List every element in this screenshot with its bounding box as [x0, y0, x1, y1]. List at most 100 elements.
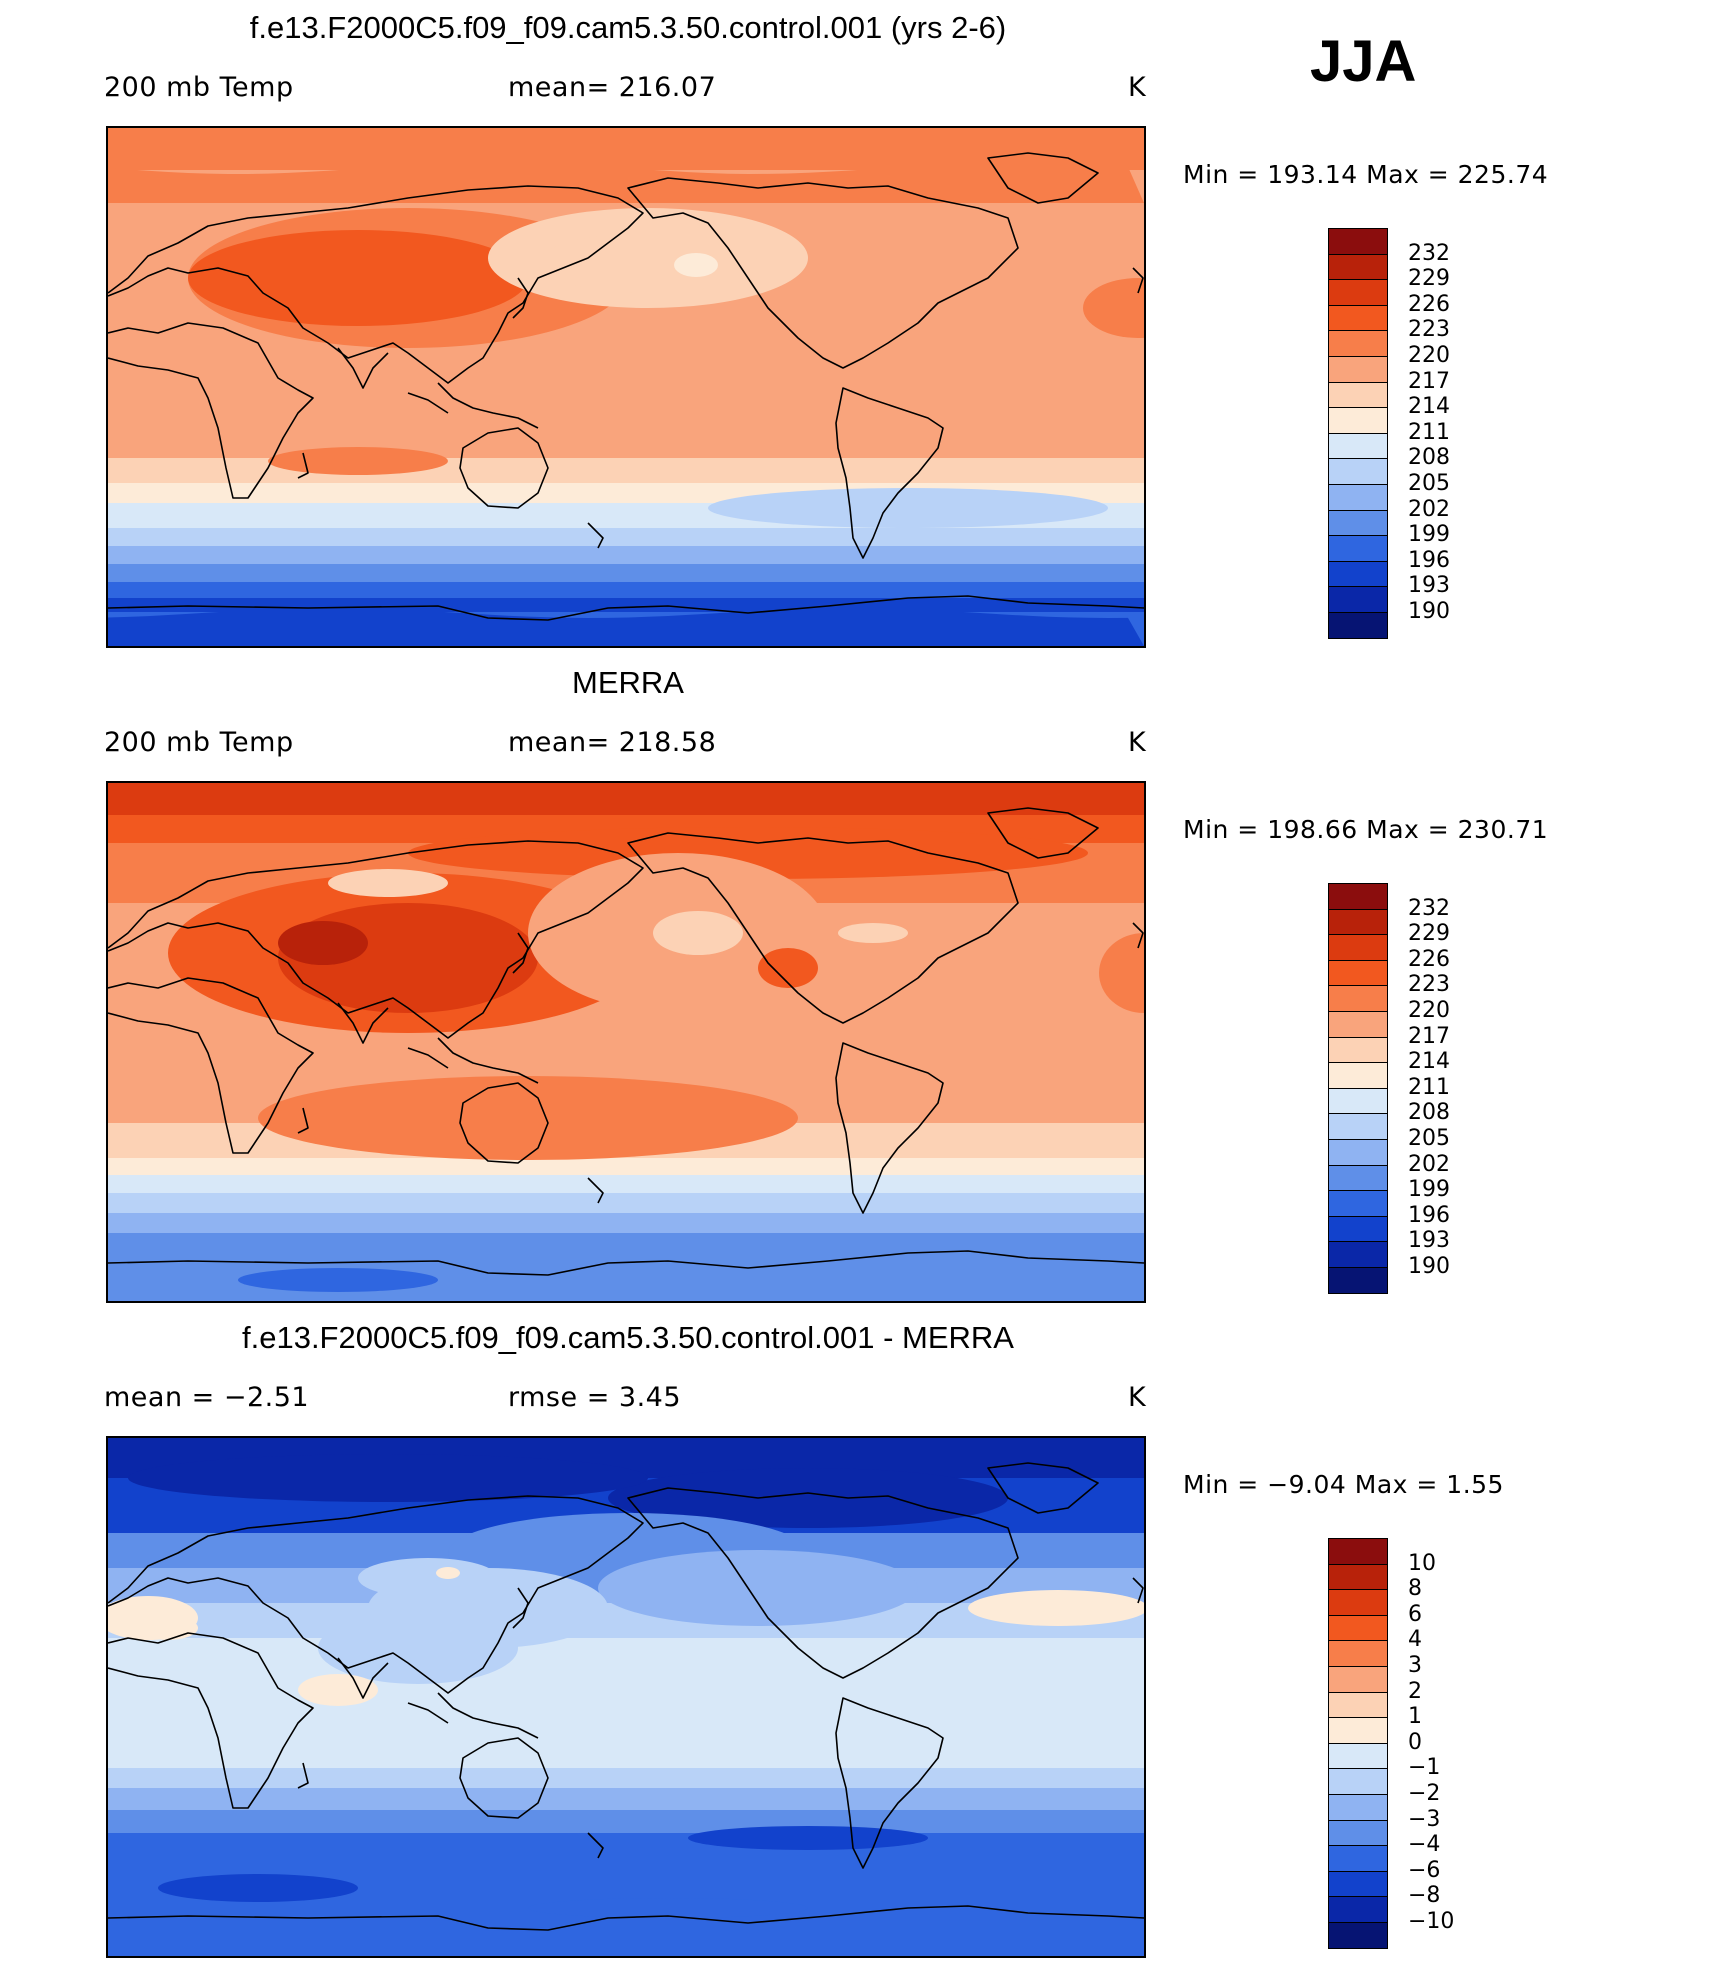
colorbar-tick-label: 6 — [1408, 1601, 1422, 1627]
coastline — [437, 382, 539, 429]
min-max-label: Min = 198.66 Max = 230.71 — [1183, 815, 1549, 844]
contour-band — [108, 783, 1144, 815]
coastline — [512, 932, 529, 974]
coastline — [437, 1037, 539, 1084]
coastline — [587, 522, 604, 549]
panel-title: MERRA — [572, 665, 684, 700]
coastline — [459, 1082, 549, 1164]
colorbar-tick-label: 208 — [1408, 445, 1450, 471]
coastline — [108, 322, 314, 499]
contour-blob — [598, 1550, 918, 1626]
colorbar-tick-label: 220 — [1408, 998, 1450, 1023]
colorbar-segment — [1328, 1614, 1388, 1642]
colorbar-segment — [1328, 484, 1388, 511]
colorbar-segment — [1328, 586, 1388, 613]
coastline — [627, 177, 1019, 369]
colorbar-tick-label: 196 — [1408, 1202, 1450, 1228]
colorbar-segment — [1328, 1896, 1388, 1923]
colorbar-segment — [1328, 381, 1388, 409]
colorbar-segment — [1328, 1640, 1388, 1667]
mean-label: mean= 218.58 — [508, 727, 717, 758]
contour-blob — [674, 253, 718, 277]
colorbar-segment — [1328, 612, 1388, 639]
contour-blob — [188, 230, 528, 326]
contour-band — [108, 1175, 1144, 1193]
colorbar-tick-label: −10 — [1408, 1909, 1455, 1934]
panel-difference: f.e13.F2000C5.f09_f09.cam5.3.50.control.… — [0, 1310, 1710, 1965]
colorbar-segment — [1328, 1215, 1388, 1243]
colorbar-segment — [1328, 883, 1388, 910]
colorbar-segment — [1328, 1691, 1388, 1719]
contour-band — [108, 1213, 1144, 1233]
coastline — [108, 840, 644, 1039]
map-model — [106, 126, 1146, 648]
coastline — [337, 347, 389, 389]
colorbar-segment — [1328, 934, 1388, 961]
coastline — [437, 1692, 539, 1739]
colorbar-segment — [1328, 1870, 1388, 1898]
min-max-label: Min = −9.04 Max = 1.55 — [1183, 1470, 1504, 1499]
coastline — [108, 1905, 1144, 1931]
colorbar-tick-label: 8 — [1408, 1576, 1422, 1602]
colorbar-segment — [1328, 1087, 1388, 1115]
colorbar-tick-label: −4 — [1408, 1832, 1441, 1858]
contour-band — [108, 1810, 1144, 1833]
contour-blob — [436, 1567, 460, 1579]
colorbar-tick-label: 211 — [1408, 1074, 1450, 1100]
coastline — [108, 977, 314, 1154]
colorbar-segment — [1328, 1768, 1388, 1795]
colorbar-segment — [1328, 458, 1388, 485]
contour-blob — [268, 447, 448, 475]
coastline — [835, 1042, 944, 1214]
contour-blob — [358, 1558, 498, 1598]
contour-band — [108, 1233, 1144, 1301]
contour-blob — [238, 1268, 438, 1292]
min-max-label: Min = 193.14 Max = 225.74 — [1183, 160, 1549, 189]
contour-band — [108, 1833, 1144, 1878]
colorbar-segment — [1328, 1113, 1388, 1140]
colorbar-segment — [1328, 407, 1388, 434]
colorbar-segment — [1328, 304, 1388, 332]
colorbar-tick-label: 10 — [1408, 1550, 1436, 1576]
colorbar-tick-label: 226 — [1408, 291, 1450, 317]
contour-blob — [608, 1468, 1008, 1528]
colorbar-segment — [1328, 356, 1388, 383]
contour-blob — [838, 923, 908, 943]
coastline — [987, 152, 1099, 204]
colorbar-tick-label: 229 — [1408, 921, 1450, 947]
colorbar-tick-label: 199 — [1408, 1177, 1450, 1203]
colorbar-tick-label: 214 — [1408, 1049, 1450, 1075]
colorbar-tick-label: 232 — [1408, 240, 1450, 266]
coastline — [587, 1832, 604, 1859]
variable-label: 200 mb Temp — [104, 72, 294, 103]
colorbar-segment — [1328, 985, 1388, 1012]
colorbar-segment — [1328, 1589, 1388, 1616]
coastline — [108, 1495, 644, 1694]
contour-band — [108, 582, 1144, 598]
colorbar-tick-label: 232 — [1408, 895, 1450, 921]
coastline — [108, 1250, 1144, 1276]
coastline — [297, 1107, 309, 1134]
contour-blob — [538, 233, 758, 293]
coastline — [108, 185, 644, 384]
colorbar-tick-label: −3 — [1408, 1806, 1441, 1832]
colorbar-segment — [1328, 1190, 1388, 1217]
coastline — [297, 1762, 309, 1789]
colorbar-segment — [1328, 535, 1388, 562]
panel-merra: MERRA 200 mb Temp mean= 218.58 K Min = 1… — [0, 655, 1710, 1310]
colorbar-tick-label: 205 — [1408, 471, 1450, 496]
colorbar-segment — [1328, 330, 1388, 357]
colorbar-segment — [1328, 1845, 1388, 1872]
contour-blob — [138, 1616, 198, 1640]
coastline — [512, 277, 529, 319]
mean-label: mean = −2.51 — [104, 1382, 310, 1413]
colorbar-tick-label: 190 — [1408, 599, 1450, 624]
coastline — [587, 1177, 604, 1204]
units-label: K — [1128, 72, 1147, 103]
contour-blob — [528, 1898, 808, 1918]
contour-blob — [318, 1612, 518, 1684]
colorbar-tick-label: 202 — [1408, 496, 1450, 522]
colorbar-tick-label: 223 — [1408, 317, 1450, 343]
colorbar-tick-label: 223 — [1408, 972, 1450, 998]
colorbar-segment — [1328, 1241, 1388, 1268]
